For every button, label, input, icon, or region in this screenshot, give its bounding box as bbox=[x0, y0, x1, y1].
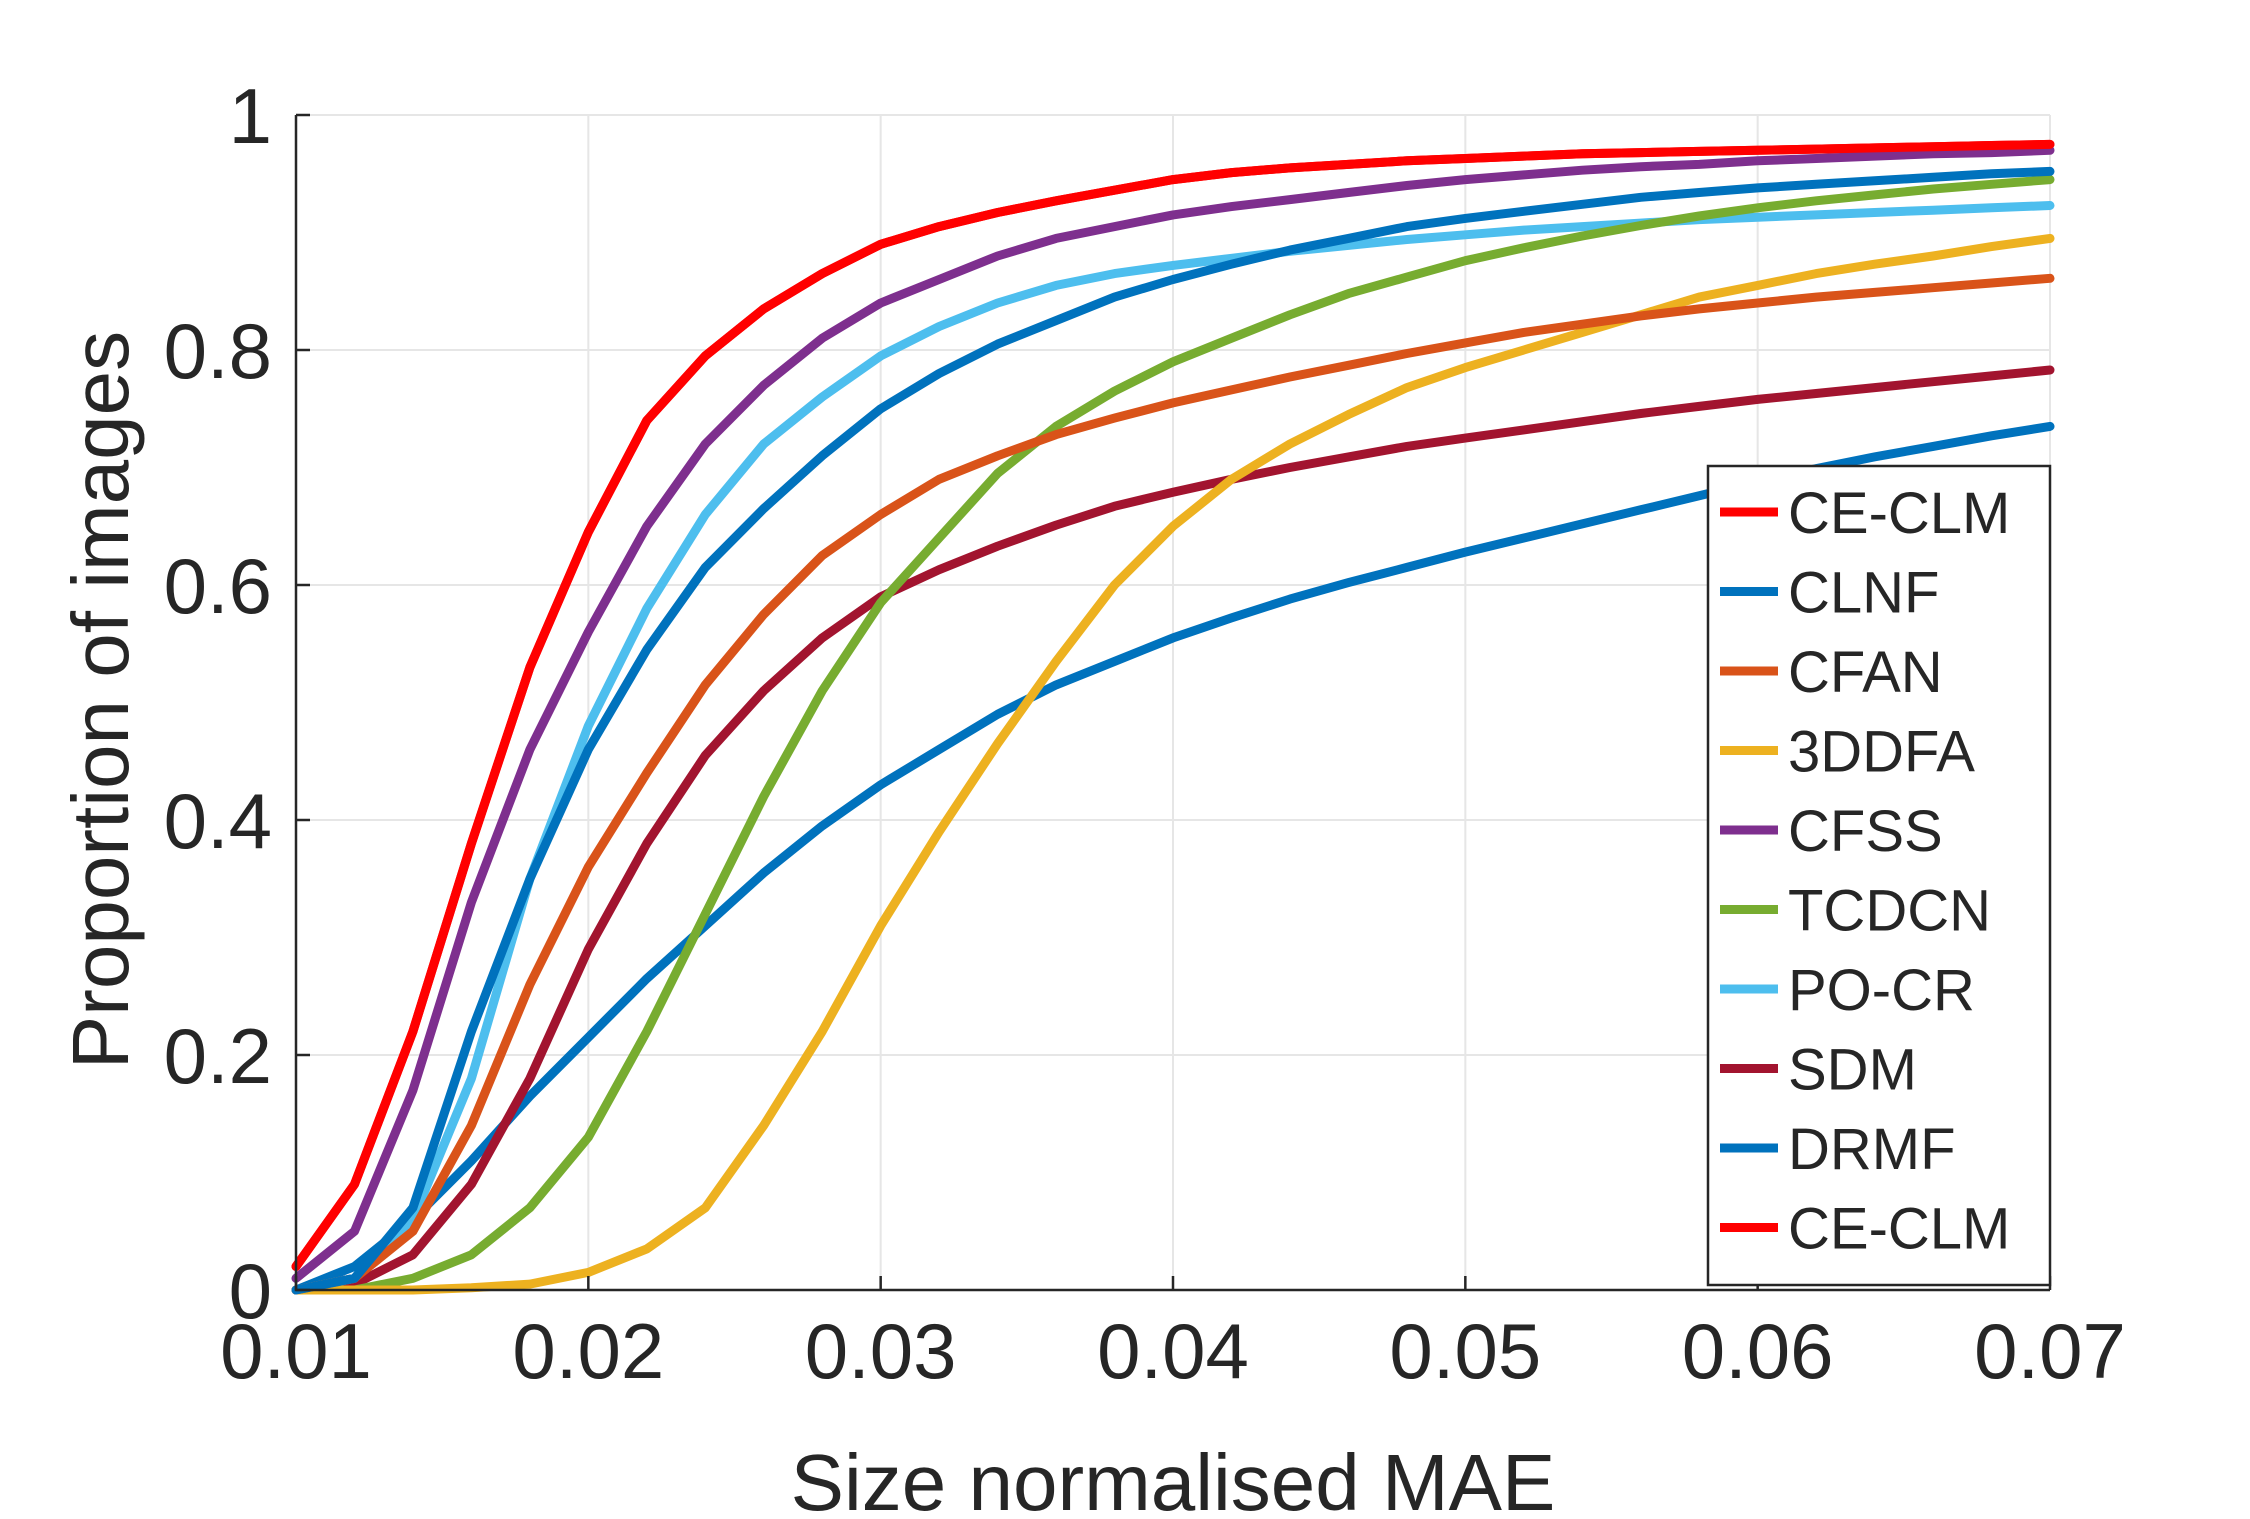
legend-entry: TCDCN bbox=[1788, 879, 1991, 944]
x-tick-label: 0.03 bbox=[805, 1307, 957, 1395]
legend-entry: CE-CLM bbox=[1788, 481, 2010, 546]
x-tick-label: 0.07 bbox=[1974, 1307, 2126, 1395]
series-line-cfan bbox=[291, 273, 2055, 1295]
series-line-sdm bbox=[291, 365, 2055, 1295]
plot-series bbox=[291, 139, 2055, 1295]
axis-frame bbox=[294, 115, 2050, 1292]
y-tick-label: 1 bbox=[229, 72, 272, 160]
series-line-3ddfa bbox=[291, 233, 2055, 1295]
series-line-cfss bbox=[291, 145, 2055, 1283]
x-tick-label: 0.02 bbox=[512, 1307, 664, 1395]
series-line-clnf bbox=[291, 166, 2055, 1295]
legend-entry: DRMF bbox=[1788, 1117, 1956, 1182]
legend-entry: 3DDFA bbox=[1788, 720, 1975, 785]
axes bbox=[294, 113, 2052, 1292]
legend-entry: CE-CLM bbox=[1788, 1197, 2010, 1262]
legend-entry: CLNF bbox=[1788, 561, 1939, 626]
series-line-tcdcn bbox=[291, 175, 2055, 1295]
y-tick-label: 0.6 bbox=[164, 542, 272, 630]
legend-entry: SDM bbox=[1788, 1038, 1917, 1103]
legend-entry: CFSS bbox=[1788, 799, 1943, 864]
series-line-ce-clm bbox=[291, 139, 2055, 1271]
y-axis-label: Proportion of images bbox=[56, 331, 145, 1069]
x-axis-label: Size normalised MAE bbox=[791, 1438, 1556, 1519]
y-tick-label: 0.2 bbox=[164, 1012, 272, 1100]
x-tick-label: 0.04 bbox=[1097, 1307, 1249, 1395]
y-tick-label: 0 bbox=[229, 1247, 272, 1335]
y-tick-label: 0.8 bbox=[164, 307, 272, 395]
tick-labels: 0.01 0.02 0.03 0.04 0.05 0.06 0.07 0 0.2 0.4 0.6 0.… bbox=[164, 72, 2126, 1395]
series-line-po-cr bbox=[291, 201, 2055, 1295]
x-tick-label: 0.01 bbox=[220, 1307, 372, 1395]
x-tick-label: 0.05 bbox=[1389, 1307, 1541, 1395]
y-tick-label: 0.4 bbox=[164, 777, 272, 865]
legend-entry: CFAN bbox=[1788, 640, 1943, 705]
legend: CE-CLM CLNF CFAN 3DDFA CFSS TCDCN PO-CR SDM DRMF… bbox=[1706, 464, 2052, 1287]
x-tick-label: 0.06 bbox=[1682, 1307, 1834, 1395]
legend-entry: PO-CR bbox=[1788, 958, 1975, 1023]
